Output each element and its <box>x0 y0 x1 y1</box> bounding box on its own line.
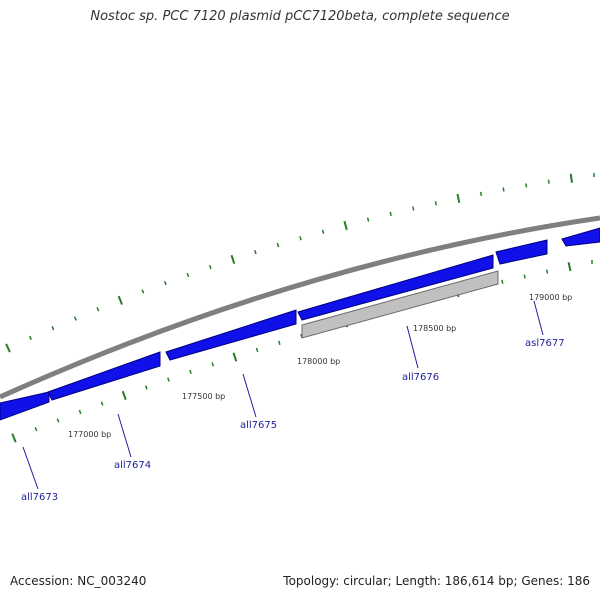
leader-all7674 <box>117 413 132 458</box>
scale-tick <box>186 272 190 278</box>
position-label: 178500 bp <box>413 324 456 333</box>
position-label: 178000 bp <box>297 357 340 366</box>
scale-tick <box>299 236 302 241</box>
gene-label-all7673[interactable]: all7673 <box>21 492 58 503</box>
scale-tick <box>56 418 60 423</box>
gene-label-all7674[interactable]: all7674 <box>114 460 151 471</box>
scale-tick <box>321 229 325 234</box>
gene-label-all7675[interactable]: all7675 <box>240 420 277 431</box>
scale-tick <box>144 385 148 390</box>
scale-tick <box>11 433 17 443</box>
scale-tick <box>78 409 82 415</box>
scale-tick <box>254 249 257 255</box>
gene-label-all7676[interactable]: all7676 <box>402 372 439 383</box>
leader-all7673 <box>22 446 39 490</box>
scale-tick <box>412 206 415 211</box>
sequence-backbone <box>0 215 600 400</box>
scale-tick <box>343 220 348 231</box>
leader-all7675 <box>242 373 257 418</box>
scale-tick <box>389 211 392 216</box>
scale-tick <box>141 289 145 294</box>
scale-tick <box>34 427 38 432</box>
scale-tick <box>547 179 550 184</box>
scale-tick <box>569 173 573 183</box>
scale-tick <box>208 264 212 270</box>
map-title: Nostoc sp. PCC 7120 plasmid pCC7120beta,… <box>90 9 510 24</box>
scale-tick <box>502 187 505 192</box>
gene-arrow-all7674[interactable] <box>47 351 161 401</box>
scale-tick <box>117 295 123 305</box>
scale-tick <box>525 183 528 188</box>
position-label: 177500 bp <box>182 392 225 401</box>
scale-tick <box>567 262 572 272</box>
gene-arrow-all7675[interactable] <box>165 309 297 361</box>
gene-label-leaders <box>22 300 544 490</box>
scale-tick <box>51 325 55 331</box>
scale-tick <box>277 340 281 346</box>
scale-tick <box>276 242 280 248</box>
gene-arrow-all7673[interactable] <box>0 391 50 421</box>
scale-tick <box>96 307 100 312</box>
scale-tick <box>167 377 170 382</box>
scale-tick <box>121 390 127 401</box>
gene-arrow-next[interactable] <box>561 227 600 247</box>
gene-label-asl7677[interactable]: asl7677 <box>525 338 565 349</box>
scale-tick <box>232 352 238 362</box>
scale-tick <box>73 316 77 321</box>
leader-all7676 <box>406 325 419 369</box>
scale-tick <box>163 280 167 286</box>
leader-asl7677 <box>533 300 544 336</box>
scale-tick <box>456 193 461 204</box>
scale-tick <box>479 191 483 196</box>
scale-tick <box>230 254 236 265</box>
gene-arrow-all7676-strand[interactable] <box>297 254 494 321</box>
outer-tick-row <box>5 173 595 353</box>
scale-tick <box>366 217 370 222</box>
position-label: 177000 bp <box>68 430 111 439</box>
scale-tick <box>545 269 549 274</box>
gene-arrow-asl7677[interactable] <box>495 239 548 265</box>
scale-tick <box>5 343 11 353</box>
scale-tick <box>501 279 504 284</box>
scale-tick <box>523 274 526 279</box>
topology-text: Topology: circular; Length: 186,614 bp; … <box>283 574 590 588</box>
gene-arrow-all7676-selected[interactable] <box>301 270 499 339</box>
scale-tick <box>255 347 259 353</box>
position-label: 179000 bp <box>529 293 572 302</box>
scale-tick <box>434 201 438 206</box>
scale-tick <box>29 335 32 341</box>
accession-text: Accession: NC_003240 <box>10 574 147 588</box>
scale-tick <box>211 362 215 367</box>
inner-tick-row <box>11 260 593 443</box>
gene-track <box>0 227 600 421</box>
scale-tick <box>100 401 104 406</box>
scale-tick <box>189 369 192 375</box>
